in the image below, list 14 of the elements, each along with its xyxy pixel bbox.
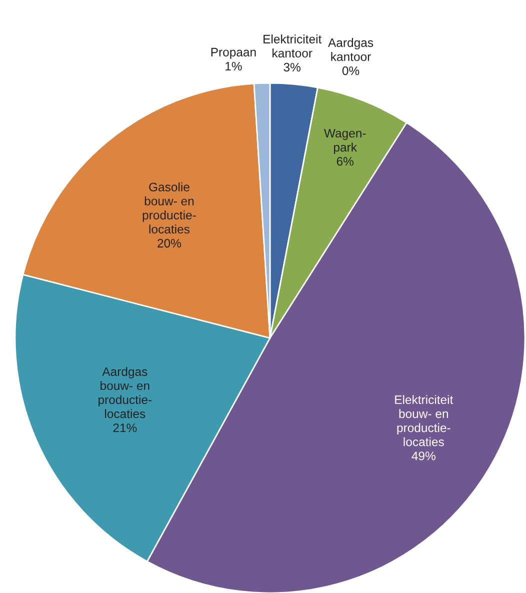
- data-label: 1%: [226, 62, 242, 70]
- slice-label: Wagen- park: [324, 129, 366, 154]
- slice-label: Propaan: [211, 48, 256, 59]
- text: 0%: [342, 66, 360, 76]
- slice-label: Aardgas bouw- en productie- locaties: [98, 366, 152, 418]
- data-label: 3%: [284, 62, 301, 72]
- data-label: 21%: [113, 424, 137, 432]
- data-label: 49%: [412, 452, 436, 460]
- slice-label: Elektriciteit kantoor: [264, 34, 322, 58]
- slice-label: Elektriciteit bouw- en productie- locaties: [395, 395, 454, 446]
- data-label: 6%: [336, 157, 354, 166]
- category-label: Aardgas kantoor: [328, 38, 374, 62]
- slice-label: Gasolie bouw- en productie- locaties: [142, 182, 196, 234]
- data-label: 20%: [158, 238, 182, 248]
